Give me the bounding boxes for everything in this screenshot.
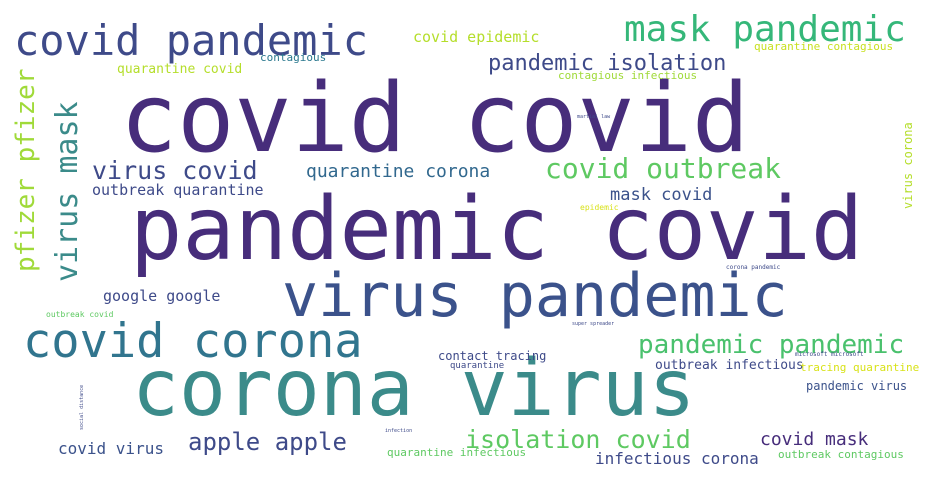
word-pfizer-pfizer: pfizer pfizer (11, 68, 41, 273)
word-infectious-corona: infectious corona (595, 449, 759, 468)
word-apple-apple: apple apple (188, 428, 347, 456)
word-social-distance: social distance (79, 384, 85, 430)
word-mask-pandemic: mask pandemic (624, 9, 906, 50)
word-quarantine-contagious: quarantine contagious (754, 40, 894, 53)
word-outbreak-infectious: outbreak infectious (655, 358, 804, 373)
word-quarantine: quarantine (450, 361, 505, 371)
word-outbreak-covid: outbreak covid (46, 310, 114, 319)
word-pandemic-isolation: pandemic isolation (488, 51, 727, 76)
word-covid-pandemic: covid pandemic (14, 16, 369, 65)
word-super-spreader: super spreader (572, 321, 615, 327)
word-martial-law: martial law (577, 114, 611, 120)
word-pandemic-virus: pandemic virus (806, 379, 908, 393)
word-contact-tracing: contact tracing (438, 349, 547, 363)
word-isolation-covid: isolation covid (465, 425, 691, 454)
word-quarantine-covid: quarantine covid (117, 62, 243, 77)
word-covid-outbreak: covid outbreak (545, 152, 782, 185)
word-covid-virus: covid virus (58, 439, 164, 458)
word-covid-epidemic: covid epidemic (413, 28, 540, 46)
word-infection: infection (385, 428, 413, 434)
word-epidemic: epidemic (580, 203, 619, 212)
word-contagious-infectious: contagious infectious (558, 69, 698, 82)
word-corona-virus: corona virus (132, 344, 696, 434)
word-covid-mask: covid mask (760, 429, 869, 450)
word-virus-pandemic: virus pandemic (282, 261, 788, 331)
word-contagious: contagious (260, 51, 327, 64)
word-covid-corona: covid corona (23, 314, 363, 369)
word-virus-covid: virus covid (92, 156, 258, 185)
word-quarantine-infectious: quarantine infectious (387, 446, 527, 459)
word-microsoft-microsoft: microsoft microsoft (795, 351, 864, 358)
word-pandemic-pandemic: pandemic pandemic (638, 330, 905, 360)
word-google-google: google google (103, 287, 221, 305)
word-pandemic-covid: pandemic covid (130, 178, 864, 280)
word-virus-mask: virus mask (50, 101, 85, 282)
word-corona-pandemic: corona pandemic (726, 264, 781, 271)
word-outbreak-contagious: outbreak contagious (778, 448, 904, 461)
word-tracing-quarantine: tracing quarantine (800, 361, 920, 374)
word-covid-covid: covid covid (120, 64, 750, 174)
word-mask-covid: mask covid (610, 185, 713, 205)
word-quarantine-corona: quarantine corona (306, 161, 491, 182)
word-outbreak-quarantine: outbreak quarantine (92, 181, 264, 199)
word-virus-corona: virus corona (901, 122, 915, 209)
